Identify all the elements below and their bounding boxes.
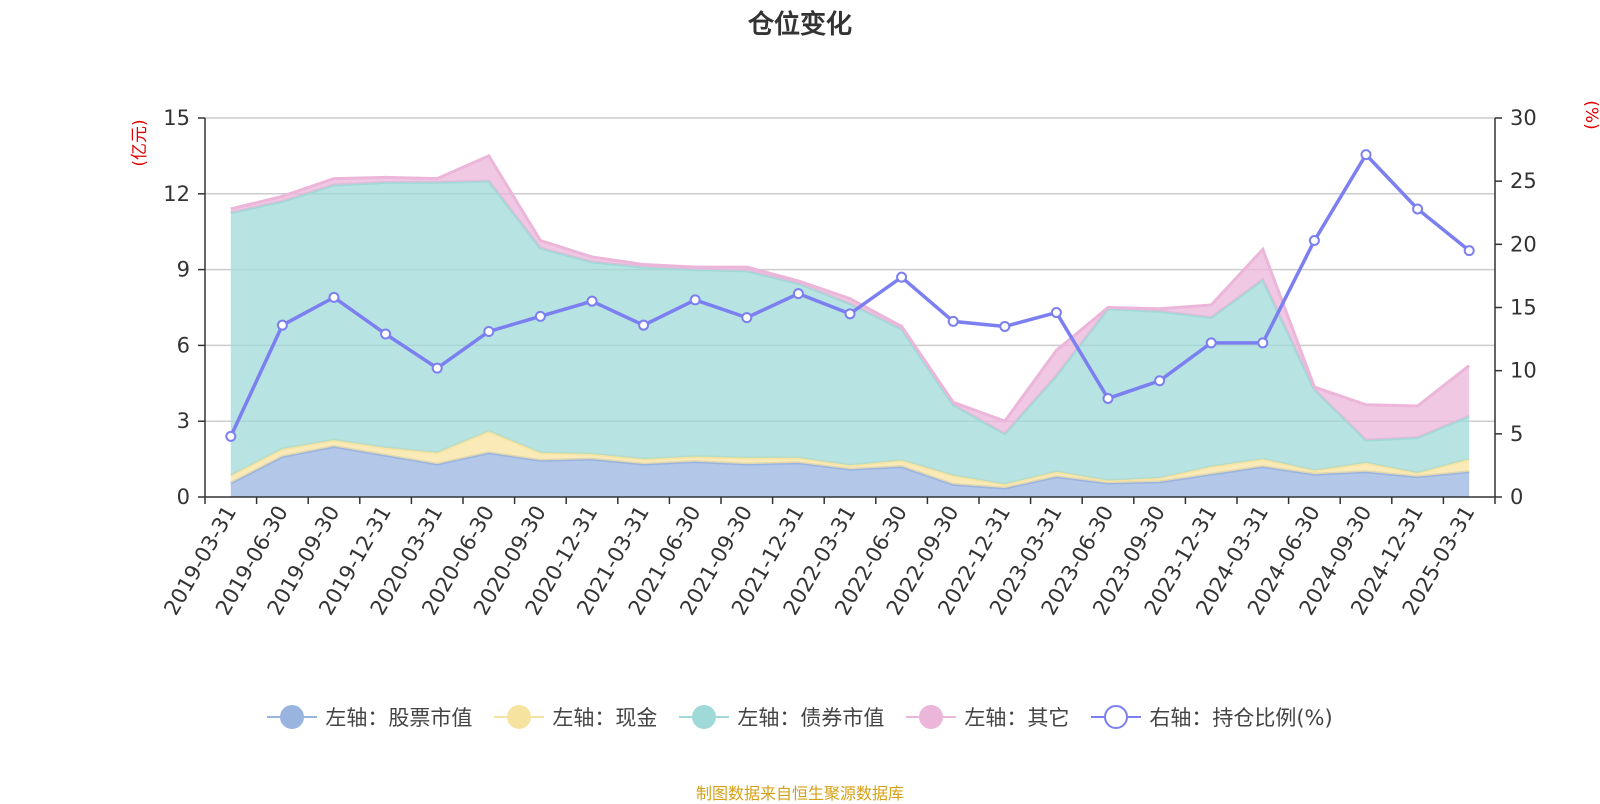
- legend-item[interactable]: 左轴：债券市值: [679, 702, 884, 732]
- area-edge: [230, 153, 1471, 423]
- legend-swatch-icon: [1091, 702, 1142, 732]
- chart-title: 仓位变化: [747, 10, 852, 40]
- ratio-point: [638, 319, 650, 331]
- ratio-point: [328, 291, 340, 303]
- ratio-point: [1308, 235, 1320, 247]
- right-tick-label: 0: [1510, 485, 1523, 509]
- legend: 左轴：股票市值 左轴：现金 左轴：债券市值 左轴：其它 右轴：持仓比例(%): [0, 702, 1600, 732]
- ratio-point: [1257, 337, 1269, 349]
- source-note: 制图数据来自恒生聚源数据库: [695, 784, 904, 803]
- legend-item[interactable]: 左轴：现金: [494, 702, 657, 732]
- left-tick-label: 0: [177, 485, 190, 509]
- legend-item[interactable]: 右轴：持仓比例(%): [1091, 702, 1333, 732]
- legend-item[interactable]: 左轴：其它: [906, 702, 1069, 732]
- legend-swatch-icon: [679, 702, 730, 732]
- ratio-point: [1412, 203, 1424, 215]
- legend-swatch-icon: [494, 702, 545, 732]
- legend-label: 左轴：其它: [964, 706, 1070, 730]
- right-tick-label: 20: [1510, 232, 1537, 256]
- right-axis-unit-label: (%): [1581, 100, 1600, 129]
- ratio-point: [380, 328, 392, 340]
- left-tick-label: 3: [177, 409, 190, 433]
- area-fill: [230, 155, 1470, 441]
- legend-label: 左轴：现金: [552, 706, 658, 730]
- ratio-point: [1205, 337, 1217, 349]
- legend-label: 左轴：股票市值: [325, 706, 473, 730]
- left-tick-label: 12: [163, 182, 190, 206]
- ratio-point: [896, 271, 908, 283]
- right-tick-label: 15: [1510, 296, 1537, 320]
- legend-swatch-icon: [906, 702, 957, 732]
- ratio-point: [1154, 375, 1166, 387]
- right-tick-label: 5: [1510, 422, 1523, 446]
- right-tick-label: 10: [1510, 359, 1537, 383]
- area-fill: [230, 181, 1470, 485]
- legend-label: 右轴：持仓比例(%): [1149, 706, 1333, 730]
- ratio-point: [483, 326, 495, 338]
- ratio-point: [1102, 392, 1114, 404]
- area-series: [230, 153, 1471, 497]
- ratio-point: [276, 319, 288, 331]
- ratio-point: [225, 430, 237, 442]
- ratio-point: [947, 315, 959, 327]
- left-axis-unit-label: (亿元): [130, 119, 150, 166]
- legend-label: 左轴：债券市值: [737, 706, 885, 730]
- ratio-point: [689, 294, 701, 306]
- ratio-point: [1360, 149, 1372, 161]
- left-tick-label: 6: [177, 333, 190, 357]
- ratio-point: [586, 295, 598, 307]
- legend-swatch-icon: [267, 702, 318, 732]
- right-tick-label: 30: [1510, 106, 1537, 130]
- left-tick-label: 15: [163, 106, 190, 130]
- right-tick-label: 25: [1510, 169, 1537, 193]
- line-series: [225, 149, 1475, 442]
- ratio-point: [741, 312, 753, 324]
- ratio-point: [1463, 245, 1475, 257]
- legend-item[interactable]: 左轴：股票市值: [267, 702, 472, 732]
- area-fill: [230, 446, 1470, 497]
- ratio-point: [1050, 307, 1062, 319]
- left-tick-label: 9: [177, 258, 190, 282]
- ratio-point: [534, 310, 546, 322]
- ratio-point: [431, 362, 443, 374]
- ratio-point: [844, 308, 856, 320]
- ratio-point: [999, 320, 1011, 332]
- ratio-point: [792, 288, 804, 300]
